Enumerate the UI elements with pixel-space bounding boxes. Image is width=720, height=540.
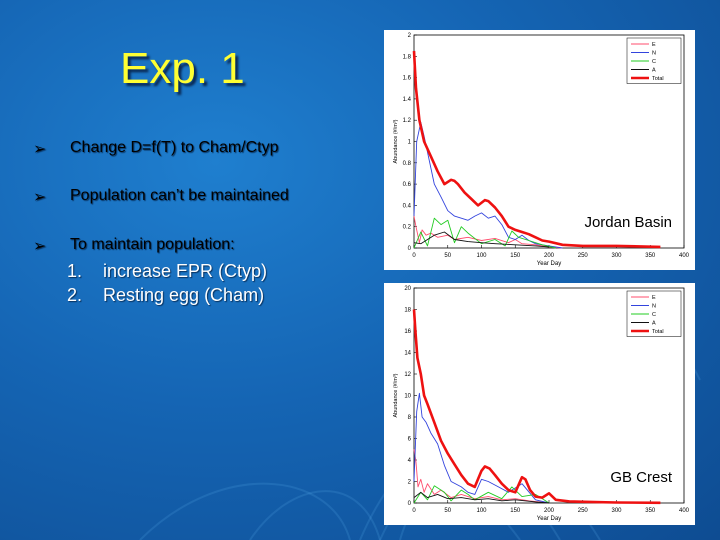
y-tick-label: 12 [404,372,411,378]
sub-item-number: 1. [67,261,83,281]
y-tick-label: 14 [404,351,411,357]
y-tick-label: 0.2 [403,225,412,231]
series-line-a [413,231,550,248]
series-line-e [413,216,563,249]
y-tick-label: 2 [408,33,412,39]
legend-label-n: N [652,304,656,310]
y-tick-label: 18 [404,308,411,314]
series-line-c [413,485,550,504]
series-line-a [413,491,550,504]
x-tick-label: 250 [578,508,589,514]
chart-gb-crest: 0 50 100 150 200 250 300 350 400 0 2 4 6 8 10 12 14 16 18 2… [393,286,690,522]
chart-panel-jordan-basin: 0 50 100 150 200 250 300 350 400 0 0.2 0.4 0.6 0.8 1 1.… [384,30,695,270]
chart-annotation: GB Crest [610,469,673,486]
x-tick-label: 350 [645,508,656,514]
x-tick-label: 100 [476,508,487,514]
series-line-n [413,392,550,504]
arrow-bullet-icon: ➢ [33,141,47,158]
x-tick-label: 0 [412,253,416,259]
x-tick-label: 400 [679,508,690,514]
arrow-bullet-icon: ➢ [33,189,47,206]
arrow-bullet-icon: ➢ [33,238,47,255]
x-tick-label: 150 [510,253,521,259]
legend-label-a: A [652,321,656,327]
y-tick-label: 4 [408,458,412,464]
x-tick-label: 300 [611,508,622,514]
bullet-text: Change D=f(T) to Cham/Ctyp [70,139,279,156]
bullet-text: To maintain population: [70,236,235,253]
y-tick-label: 1.2 [403,118,412,124]
y-axis-label: Abundance (#/m³) [393,373,399,417]
x-tick-label: 200 [544,508,555,514]
x-axis-label: Year Day [537,516,561,522]
x-tick-label: 200 [544,253,555,259]
y-tick-label: 1.8 [403,54,412,60]
legend-label-e: E [652,42,656,48]
sub-item-number: 2. [67,285,83,305]
y-tick-label: 20 [404,286,411,292]
chart-jordan-basin: 0 50 100 150 200 250 300 350 400 0 0.2 0.4 0.6 0.8 1 1.… [393,33,690,267]
y-tick-label: 0.8 [403,161,412,167]
y-tick-label: 1.4 [403,97,412,103]
x-tick-label: 300 [611,253,622,259]
x-tick-label: 150 [510,508,521,514]
y-tick-label: 1 [408,140,412,146]
y-tick-label: 2 [408,480,412,486]
x-tick-label: 250 [578,253,589,259]
sub-item-text: Resting egg (Cham) [103,285,265,305]
y-tick-label: 1.6 [403,76,412,82]
legend-label-n: N [652,51,656,57]
series-line-total [412,309,661,505]
series-line-total [412,50,661,249]
legend-label-total: Total [652,329,664,335]
slide-title: Exp. 1 [120,44,245,93]
x-axis-label: Year Day [537,261,561,267]
y-axis-label: Abundance (#/m³) [393,119,399,163]
y-tick-label: 0.6 [403,182,412,188]
y-tick-label: 16 [404,329,411,335]
y-tick-label: 0 [408,246,412,252]
x-tick-label: 400 [679,253,690,259]
chart-panel-gb-crest: 0 50 100 150 200 250 300 350 400 0 2 4 6 8 10 12 14 16 18 2… [384,283,695,525]
y-tick-label: 0.4 [403,203,412,209]
series-line-c [413,217,556,249]
legend-label-c: C [652,59,656,65]
legend-label-e: E [652,295,656,301]
legend-label-a: A [652,68,656,74]
legend-label-total: Total [652,76,664,82]
sub-item-text: increase EPR (Ctyp) [103,261,268,281]
x-tick-label: 350 [645,253,656,259]
y-tick-label: 10 [404,394,411,400]
x-tick-label: 50 [444,253,451,259]
bullet-text: Population can’t be maintained [70,187,289,204]
legend-label-c: C [652,312,656,318]
y-tick-label: 0 [408,501,412,507]
x-tick-label: 0 [412,508,416,514]
x-tick-label: 100 [476,253,487,259]
y-tick-label: 8 [408,415,412,421]
chart-annotation: Jordan Basin [584,214,672,231]
y-tick-label: 6 [408,437,412,443]
x-tick-label: 50 [444,508,451,514]
